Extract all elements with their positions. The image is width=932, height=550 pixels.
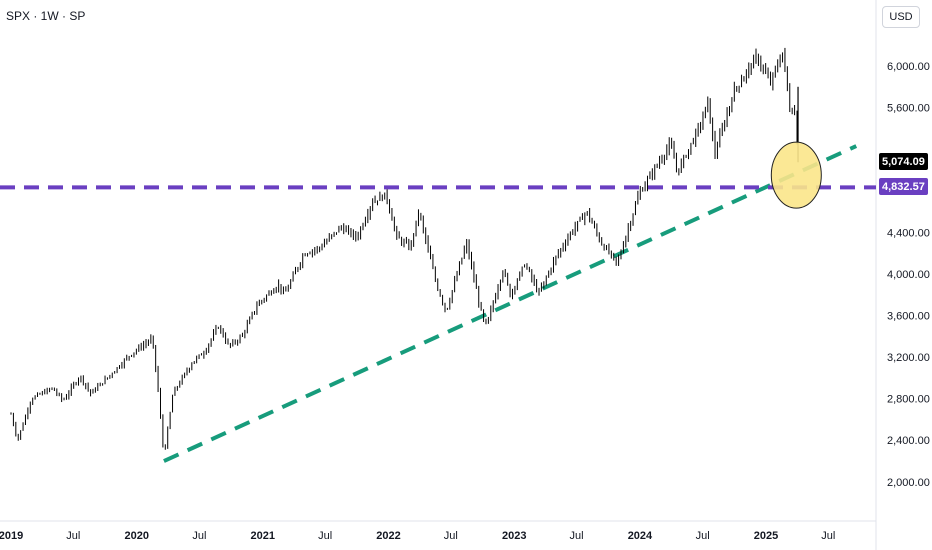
y-tick-label: 2,000.00: [887, 477, 930, 489]
trendline-layer: [163, 144, 858, 463]
x-tick-label: Jul: [444, 530, 458, 542]
x-tick-label: Jul: [570, 530, 584, 542]
x-tick-label: Jul: [66, 530, 80, 542]
x-tick-label: 2021: [251, 530, 275, 542]
x-tick-label: 2020: [124, 530, 148, 542]
last-price-tag: 5,074.09: [879, 153, 928, 171]
x-axis[interactable]: 2019 Jul 2020 Jul 2021 Jul 2022 Jul 2023 Jul 2024 J…: [0, 530, 835, 542]
y-tick-label: 4,400.00: [887, 227, 930, 239]
symbol-label[interactable]: SPX · 1W · SP: [6, 9, 86, 23]
price-bars: [10, 47, 799, 450]
y-tick-label: 3,600.00: [887, 310, 930, 322]
y-tick-label: 2,400.00: [887, 435, 930, 447]
y-tick-label: 2,800.00: [887, 394, 930, 406]
x-tick-label: 2019: [0, 530, 23, 542]
x-tick-label: Jul: [696, 530, 710, 542]
x-tick-label: 2022: [376, 530, 400, 542]
highlight-circle: [770, 141, 822, 209]
x-tick-label: Jul: [318, 530, 332, 542]
x-tick-label: Jul: [821, 530, 835, 542]
x-tick-label: 2023: [502, 530, 526, 542]
x-tick-label: Jul: [192, 530, 206, 542]
horizontal-level-tag: 4,832.57: [879, 178, 928, 196]
y-tick-label: 3,200.00: [887, 352, 930, 364]
y-tick-label: 4,000.00: [887, 269, 930, 281]
x-tick-label: 2025: [754, 530, 778, 542]
axis-separators: [0, 0, 877, 550]
highlight-layer: [770, 141, 822, 209]
y-tick-label: 6,000.00: [887, 61, 930, 73]
x-tick-label: 2024: [628, 530, 653, 542]
y-tick-label: 5,600.00: [887, 103, 930, 115]
support-trendline: [163, 144, 858, 463]
currency-button[interactable]: USD: [882, 6, 920, 28]
y-axis[interactable]: 2,000.00 2,400.00 2,800.00 3,200.00 3,600.00…: [887, 61, 930, 489]
